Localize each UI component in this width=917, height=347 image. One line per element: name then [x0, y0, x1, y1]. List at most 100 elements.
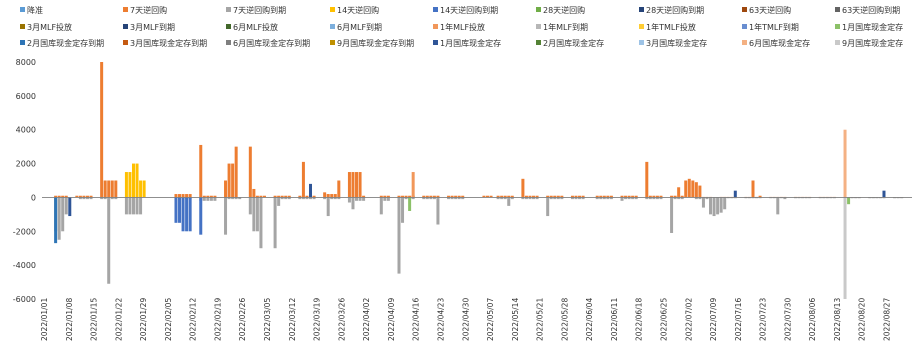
bar	[128, 172, 132, 198]
bar	[298, 195, 302, 198]
bar	[298, 197, 302, 200]
legend-swatch	[330, 7, 335, 12]
bar	[680, 197, 684, 200]
bar	[503, 195, 507, 198]
legend-label: 6月MLF投放	[233, 23, 279, 32]
bar	[436, 195, 440, 198]
bar	[54, 195, 58, 198]
bar	[326, 194, 330, 198]
legend-label: 1年MLF投放	[440, 23, 486, 32]
bar	[107, 197, 111, 284]
bar	[602, 195, 606, 198]
bar	[546, 195, 550, 198]
bar	[227, 197, 231, 200]
bar	[312, 195, 316, 198]
bar	[450, 195, 454, 198]
bar	[797, 197, 801, 199]
bar	[634, 197, 638, 200]
bar	[422, 197, 426, 200]
x-tick-label: 2022/04/23	[436, 298, 445, 341]
bar	[181, 197, 185, 232]
bar	[535, 197, 539, 200]
bar	[609, 197, 613, 200]
bar	[411, 172, 415, 198]
legend-label: 3月国库现金定存到期	[130, 39, 208, 48]
bar	[818, 197, 822, 199]
x-tick-label: 2022/04/30	[461, 298, 470, 341]
bar	[408, 195, 412, 198]
bar	[248, 146, 252, 198]
bar	[850, 197, 854, 199]
legend-label: 14天逆回购到期	[440, 6, 499, 15]
bar	[401, 197, 405, 223]
bar	[507, 195, 511, 198]
bar	[326, 197, 330, 217]
bar	[793, 197, 797, 199]
bar	[694, 197, 698, 200]
bar	[510, 195, 514, 198]
bar	[893, 197, 897, 199]
legend-swatch	[742, 40, 747, 45]
bar	[139, 197, 143, 215]
bar	[425, 197, 429, 200]
bar	[524, 195, 528, 198]
legend-item: 1月国库现金定存	[835, 22, 903, 34]
bar	[362, 195, 366, 198]
legend-label: 28天逆回购	[543, 6, 586, 15]
legend-item: 63天逆回购	[742, 5, 791, 17]
bar	[648, 197, 652, 200]
legend-swatch	[536, 24, 541, 29]
bar	[199, 144, 203, 198]
bar	[822, 197, 826, 199]
x-tick-label: 2022/08/20	[858, 298, 867, 341]
bar	[238, 197, 242, 200]
bar	[521, 178, 525, 198]
legend-swatch	[123, 7, 128, 12]
legend-swatch	[20, 40, 25, 45]
legend-swatch	[433, 7, 438, 12]
bar	[224, 197, 228, 235]
legend-label: 2月国库现金定存到期	[27, 39, 105, 48]
bar	[124, 197, 128, 215]
bar	[178, 197, 182, 223]
bar	[521, 197, 525, 200]
legend-item: 28天逆回购	[536, 5, 585, 17]
legend-swatch	[639, 40, 644, 45]
legend-item: 7天逆回购	[123, 5, 167, 17]
bar	[110, 180, 114, 198]
x-tick-label: 2022/07/02	[684, 298, 693, 341]
bar	[457, 195, 461, 198]
bar	[599, 195, 603, 198]
legend-swatch	[226, 24, 231, 29]
bar	[574, 195, 578, 198]
bar	[89, 195, 93, 198]
bar	[135, 163, 139, 198]
x-tick-label: 2022/08/06	[808, 298, 817, 341]
bar	[333, 194, 337, 198]
bar	[85, 195, 89, 198]
bar	[404, 197, 408, 200]
bar	[57, 195, 61, 198]
bar	[351, 172, 355, 198]
bar	[206, 195, 210, 198]
bar	[758, 197, 762, 199]
bar	[355, 197, 359, 201]
legend-label: 3月MLF到期	[130, 23, 176, 32]
bar	[383, 195, 387, 198]
bar	[280, 195, 284, 198]
x-tick-label: 2022/07/09	[709, 298, 718, 341]
x-tick-label: 2022/06/04	[585, 298, 594, 341]
bar	[411, 197, 415, 200]
bar	[769, 197, 773, 199]
bar	[606, 195, 610, 198]
bar	[142, 180, 146, 198]
legend-label: 1月国库现金定存	[842, 23, 904, 32]
bar	[114, 197, 118, 200]
x-tick-label: 2022/02/05	[164, 298, 173, 341]
bar	[454, 195, 458, 198]
bar	[553, 197, 557, 200]
bar	[871, 197, 875, 199]
legend-label: 14天逆回购	[337, 6, 380, 15]
legend-item: 3月国库现金定存	[639, 38, 707, 50]
x-tick-label: 2022/03/05	[263, 298, 272, 341]
